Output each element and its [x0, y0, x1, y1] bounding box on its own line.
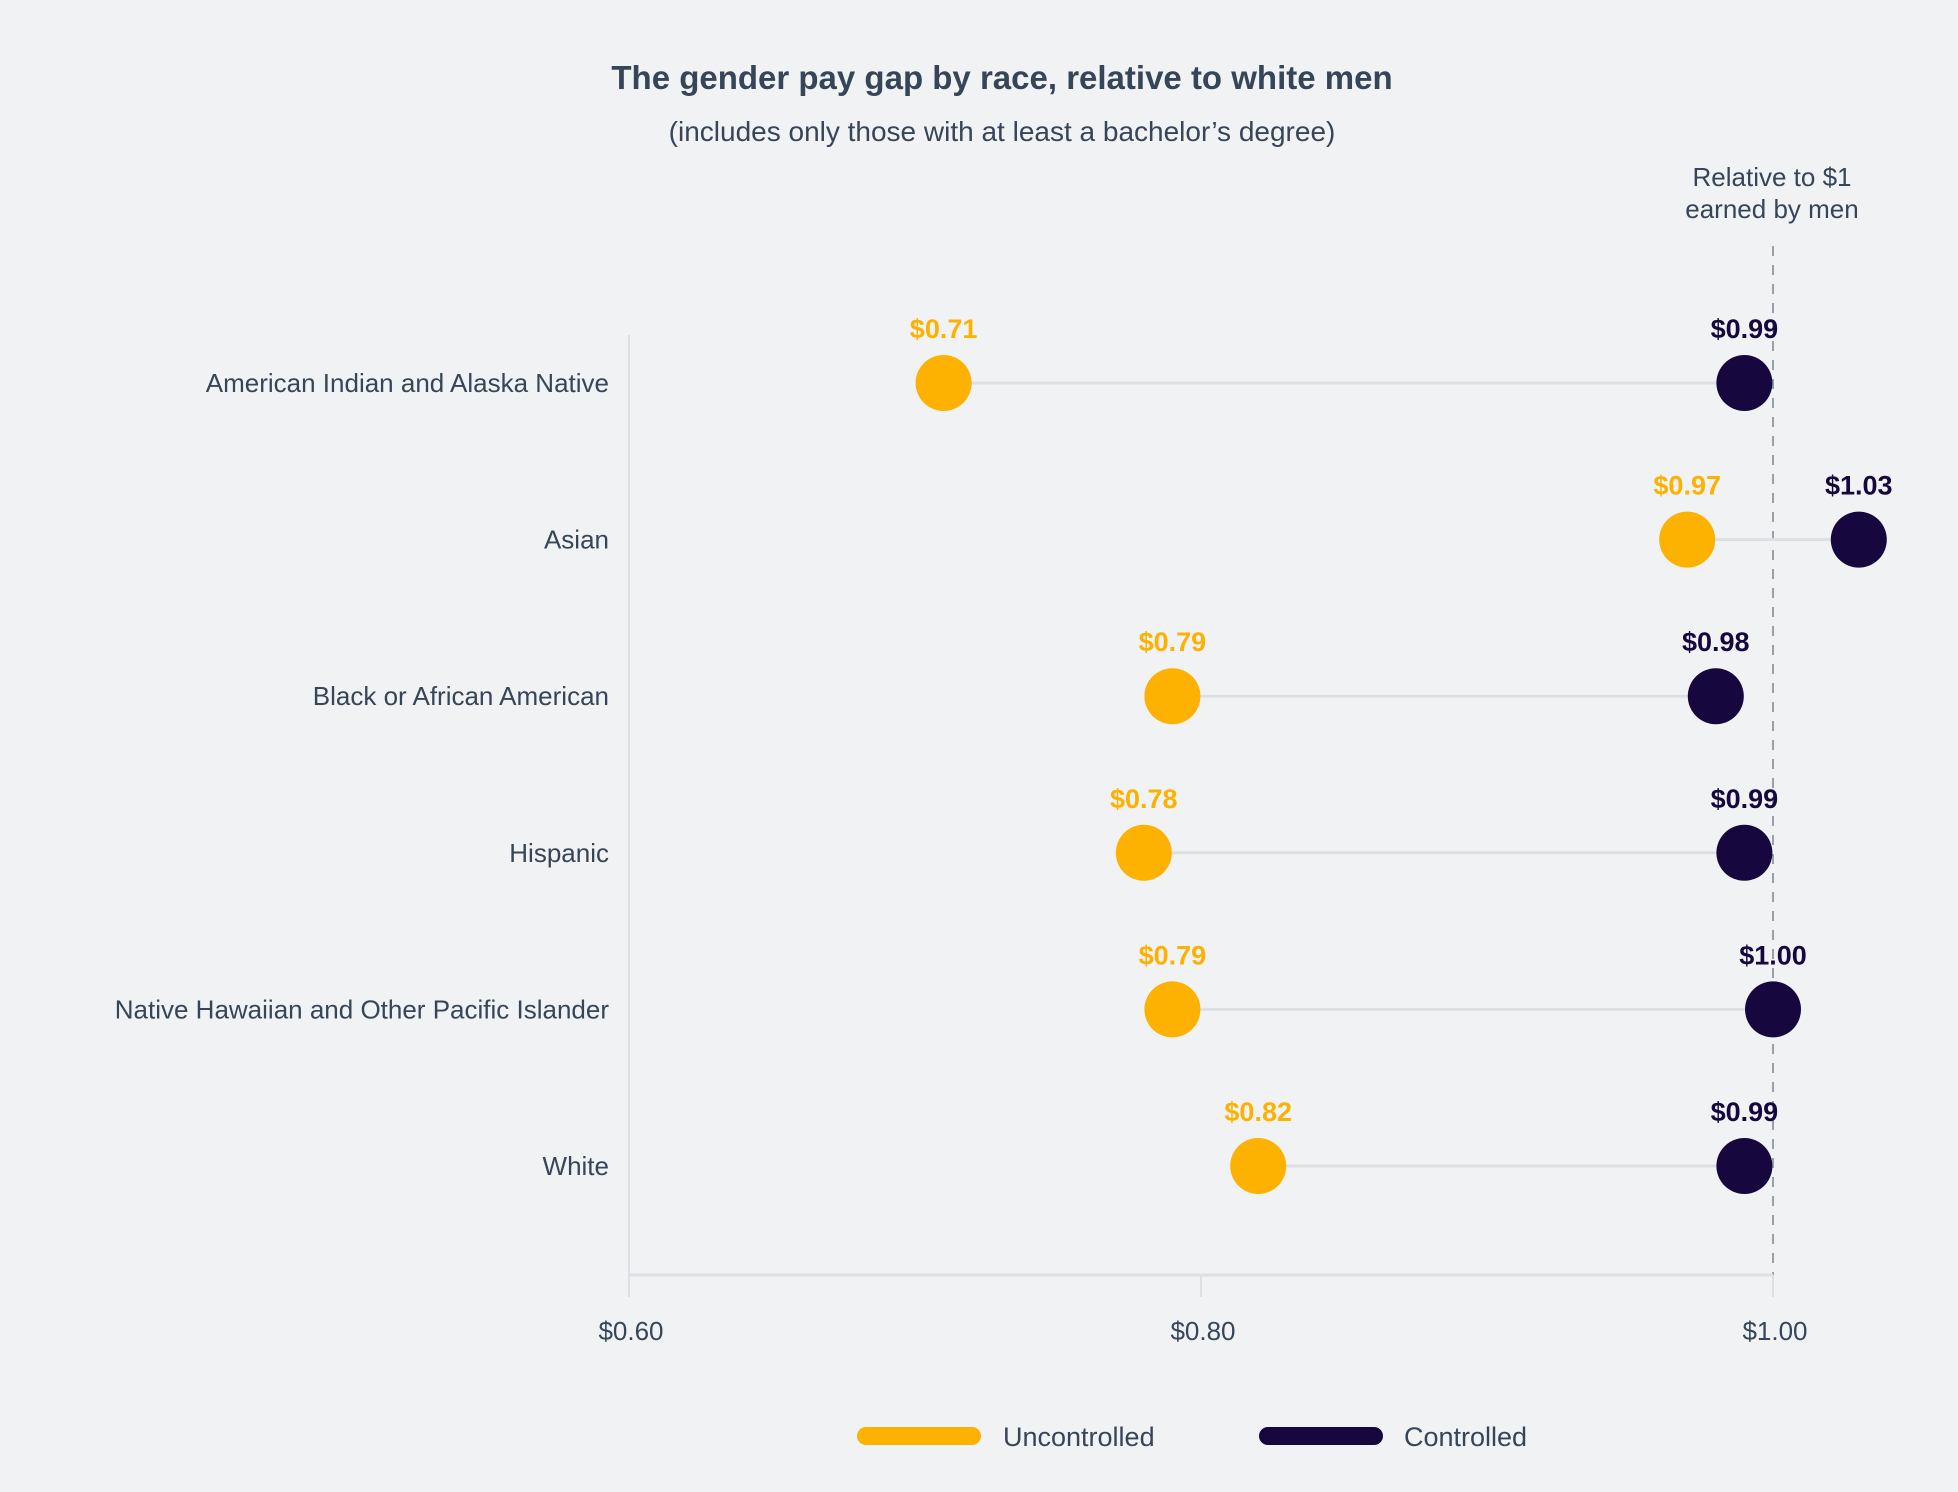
category-label: Asian: [544, 525, 609, 555]
uncontrolled-value-label: $0.97: [1653, 471, 1721, 501]
chart-subtitle: (includes only those with at least a bac…: [669, 116, 1336, 147]
controlled-value-label: $1.03: [1825, 471, 1893, 501]
uncontrolled-dot: [1230, 1138, 1287, 1194]
legend-label-uncontrolled: Uncontrolled: [1003, 1422, 1155, 1452]
reference-label-line2: earned by men: [1685, 194, 1858, 224]
uncontrolled-value-label: $0.79: [1139, 940, 1207, 970]
legend-swatch-controlled: [1259, 1427, 1383, 1445]
controlled-dot: [1716, 1138, 1773, 1194]
category-label: White: [543, 1151, 609, 1181]
uncontrolled-dot: [1659, 511, 1716, 568]
chart-title: The gender pay gap by race, relative to …: [611, 59, 1392, 96]
uncontrolled-value-label: $0.79: [1139, 627, 1207, 657]
x-tick-label: $0.80: [1170, 1316, 1235, 1346]
category-label: Native Hawaiian and Other Pacific Island…: [115, 994, 610, 1024]
legend-swatch-uncontrolled: [857, 1427, 981, 1445]
x-tick-label: $0.60: [598, 1316, 663, 1346]
controlled-value-label: $0.99: [1711, 784, 1779, 814]
controlled-dot: [1716, 824, 1773, 881]
x-tick-label: $1.00: [1742, 1316, 1807, 1346]
legend-label-controlled: Controlled: [1404, 1422, 1527, 1452]
controlled-dot: [1687, 668, 1744, 725]
category-label: Hispanic: [509, 838, 609, 868]
uncontrolled-dot: [1115, 824, 1172, 881]
category-label: Black or African American: [313, 681, 609, 711]
uncontrolled-dot: [1144, 981, 1201, 1038]
uncontrolled-dot: [1144, 668, 1201, 725]
controlled-value-label: $0.99: [1711, 314, 1779, 344]
controlled-dot: [1716, 355, 1773, 411]
controlled-value-label: $1.00: [1739, 940, 1807, 970]
uncontrolled-value-label: $0.82: [1224, 1097, 1292, 1127]
reference-label-line1: Relative to $1: [1693, 162, 1852, 192]
uncontrolled-dot: [915, 355, 972, 411]
controlled-value-label: $0.98: [1682, 627, 1750, 657]
uncontrolled-value-label: $0.78: [1110, 784, 1178, 814]
uncontrolled-value-label: $0.71: [910, 314, 978, 344]
controlled-value-label: $0.99: [1711, 1097, 1779, 1127]
controlled-dot: [1830, 511, 1887, 568]
controlled-dot: [1745, 981, 1801, 1038]
category-label: American Indian and Alaska Native: [206, 368, 609, 398]
